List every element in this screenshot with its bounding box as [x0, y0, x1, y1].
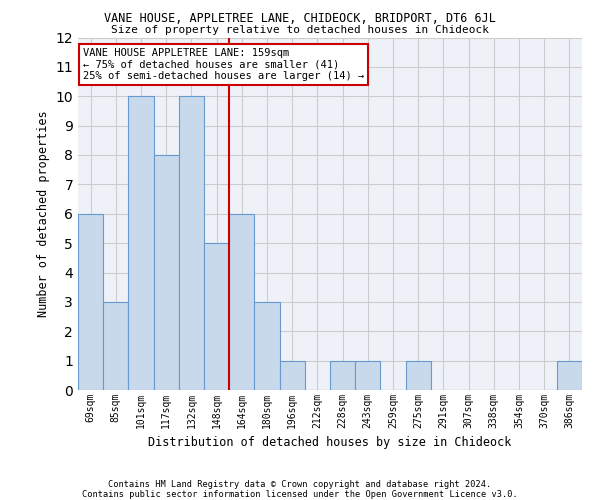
Bar: [557, 360, 582, 390]
Bar: [330, 360, 355, 390]
Bar: [154, 155, 179, 390]
Bar: [229, 214, 254, 390]
Text: Contains HM Land Registry data © Crown copyright and database right 2024.: Contains HM Land Registry data © Crown c…: [109, 480, 491, 489]
Bar: [179, 96, 204, 390]
Bar: [204, 243, 229, 390]
Bar: [78, 214, 103, 390]
Bar: [355, 360, 380, 390]
Bar: [254, 302, 280, 390]
X-axis label: Distribution of detached houses by size in Chideock: Distribution of detached houses by size …: [148, 436, 512, 450]
Text: Size of property relative to detached houses in Chideock: Size of property relative to detached ho…: [111, 25, 489, 35]
Text: VANE HOUSE, APPLETREE LANE, CHIDEOCK, BRIDPORT, DT6 6JL: VANE HOUSE, APPLETREE LANE, CHIDEOCK, BR…: [104, 12, 496, 26]
Text: Contains public sector information licensed under the Open Government Licence v3: Contains public sector information licen…: [82, 490, 518, 499]
Text: VANE HOUSE APPLETREE LANE: 159sqm
← 75% of detached houses are smaller (41)
25% : VANE HOUSE APPLETREE LANE: 159sqm ← 75% …: [83, 48, 364, 82]
Bar: [103, 302, 128, 390]
Y-axis label: Number of detached properties: Number of detached properties: [37, 110, 50, 317]
Bar: [280, 360, 305, 390]
Bar: [128, 96, 154, 390]
Bar: [406, 360, 431, 390]
